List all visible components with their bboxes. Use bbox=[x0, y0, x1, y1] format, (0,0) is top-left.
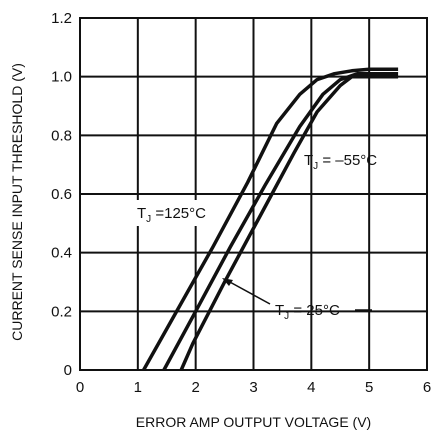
y-tick-label: 0.4 bbox=[51, 245, 72, 262]
series-line-2 bbox=[179, 74, 399, 371]
y-tick-label: 0.6 bbox=[51, 186, 72, 203]
annotation-25c-sub: J bbox=[284, 311, 289, 322]
y-tick-label: 0.2 bbox=[51, 303, 72, 320]
annotation-25c: TJ = 25°C bbox=[275, 302, 340, 322]
y-axis-label: CURRENT SENSE INPUT THRESHOLD (V) bbox=[9, 63, 25, 341]
series-line-1 bbox=[162, 71, 399, 371]
x-tick-label: 1 bbox=[134, 379, 142, 396]
x-tick-label: 6 bbox=[423, 379, 431, 396]
y-tick-label: 0 bbox=[64, 362, 72, 379]
annotation-25c-t: T bbox=[275, 302, 284, 319]
annotation-25c-arrowhead bbox=[222, 278, 233, 286]
annotation-125-mask bbox=[133, 200, 219, 226]
annotation-minus55c-rest: = –55°C bbox=[318, 152, 377, 169]
series-group bbox=[142, 67, 399, 371]
annotation-25c-leader bbox=[227, 280, 271, 305]
tick-labels: 0 1 2 3 4 5 6 0 0.2 0.4 0.6 0.8 1.0 1.2 bbox=[51, 10, 431, 396]
annotation-125c: TJ =125°C bbox=[137, 205, 206, 225]
x-tick-label: 4 bbox=[307, 379, 315, 396]
annotation-125c-t: T bbox=[137, 205, 146, 222]
series-line-0 bbox=[142, 67, 399, 371]
annotation-125-background bbox=[133, 200, 219, 226]
annotation-25c-rest: = 25°C bbox=[289, 302, 340, 319]
x-axis-label: ERROR AMP OUTPUT VOLTAGE (V) bbox=[136, 414, 371, 430]
x-tick-label: 0 bbox=[76, 379, 84, 396]
annotation-125c-rest: =125°C bbox=[151, 205, 206, 222]
annotation-25c-arrow bbox=[222, 278, 372, 311]
y-tick-label: 1.2 bbox=[51, 10, 72, 27]
annotation-minus55c-t: T bbox=[304, 152, 313, 169]
annotation-125c-sub: J bbox=[146, 214, 151, 225]
y-tick-label: 1.0 bbox=[51, 69, 72, 86]
plot-frame bbox=[79, 17, 428, 371]
y-tick-label: 0.8 bbox=[51, 127, 72, 144]
x-tick-label: 2 bbox=[191, 379, 199, 396]
annotation-minus55c-sub: J bbox=[313, 161, 318, 172]
x-tick-label: 5 bbox=[365, 379, 373, 396]
x-tick-label: 3 bbox=[249, 379, 257, 396]
annotation-minus55c: TJ = –55°C bbox=[304, 152, 377, 172]
